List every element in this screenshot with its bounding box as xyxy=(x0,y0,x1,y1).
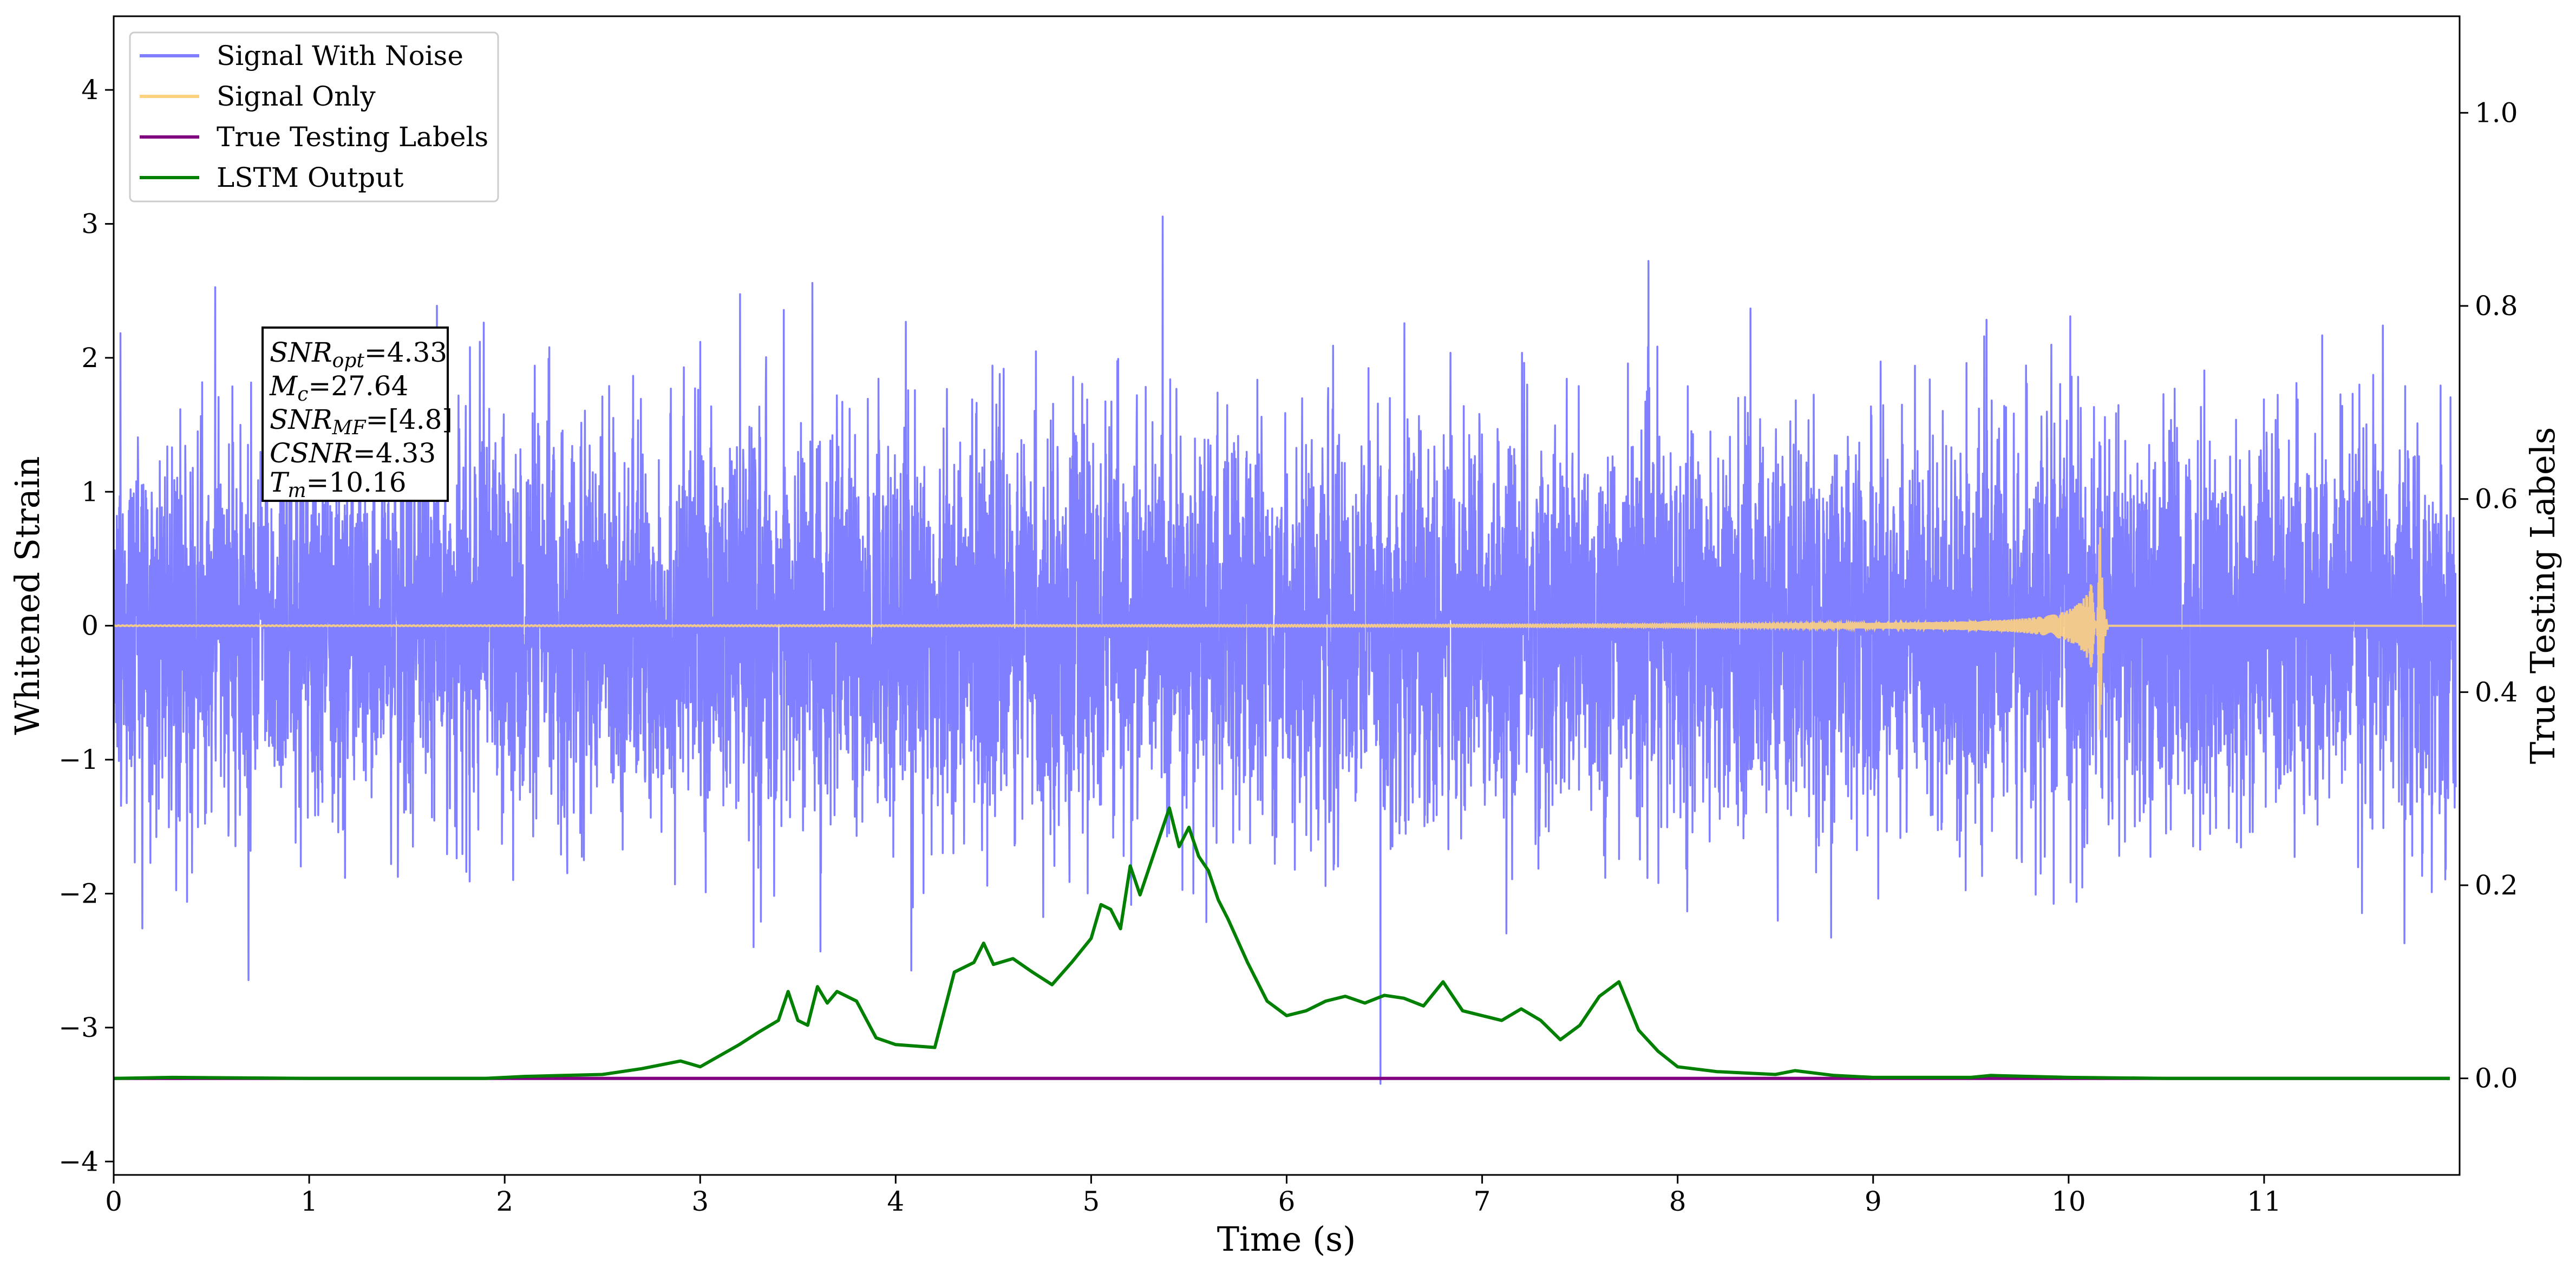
x-tick-label: 8 xyxy=(1669,1186,1686,1217)
legend-item-signal-only: Signal Only xyxy=(140,81,376,112)
y-axis-right-label: True Testing Labels xyxy=(2523,427,2562,765)
x-tick-label: 5 xyxy=(1083,1186,1100,1217)
y-right-tick-label: 0.8 xyxy=(2475,290,2518,322)
legend-item-true-testing-labels: True Testing Labels xyxy=(140,121,488,153)
x-tick-label: 9 xyxy=(1865,1186,1882,1217)
signal-line xyxy=(113,527,2456,730)
y-right-tick-label: 1.0 xyxy=(2475,97,2518,128)
legend-item-lstm-output: LSTM Output xyxy=(140,162,403,193)
legend: Signal With Noise Signal Only True Testi… xyxy=(129,31,499,202)
x-tick-label: 11 xyxy=(2247,1186,2281,1217)
y-left-tick-label: −3 xyxy=(58,1012,99,1043)
y-right-tick-label: 0.2 xyxy=(2475,870,2518,901)
series-signal-with-noise xyxy=(113,215,2457,1085)
x-tick-label: 1 xyxy=(300,1186,318,1217)
series-lstm-output xyxy=(113,806,2450,1080)
y-right-tick-label: 0.0 xyxy=(2475,1063,2518,1094)
y-right-tick-label: 0.6 xyxy=(2475,484,2518,515)
annotation-tm: Tm=10.16 xyxy=(270,467,407,502)
x-axis-label: Time (s) xyxy=(1217,1219,1356,1259)
y-left-tick-label: 2 xyxy=(81,342,99,374)
y-left-tick-label: −4 xyxy=(58,1146,99,1177)
series-signal-only xyxy=(113,527,2456,730)
y-axis-left-label: Whitened Strain xyxy=(8,456,47,735)
annotation-csnr: CSNR=4.33 xyxy=(270,437,436,469)
y-left-tick-label: −1 xyxy=(58,744,99,775)
snr-annotation-box: SNRopt=4.33 Mc=27.64 SNRMF=[4.8] CSNR=4.… xyxy=(261,326,453,502)
x-tick-label: 7 xyxy=(1474,1186,1491,1217)
annotation-snr-opt: SNRopt=4.33 xyxy=(270,337,447,372)
annotation-snr-mf: SNRMF=[4.8] xyxy=(270,404,453,439)
y-left-tick-label: 0 xyxy=(81,610,99,642)
x-tick-label: 3 xyxy=(691,1186,709,1217)
x-axis: 0 1 2 3 4 5 6 7 8 9 10 11 xyxy=(105,1175,2281,1217)
x-tick-label: 0 xyxy=(105,1186,122,1217)
x-tick-label: 2 xyxy=(496,1186,513,1217)
annotation-mc: Mc=27.64 xyxy=(269,370,408,406)
legend-box xyxy=(129,31,499,202)
legend-label: Signal Only xyxy=(217,81,376,112)
legend-item-signal-with-noise: Signal With Noise xyxy=(140,40,463,71)
legend-label: True Testing Labels xyxy=(217,121,488,153)
lstm-line xyxy=(113,806,2450,1080)
annotation-frame xyxy=(261,326,449,502)
y-axis-left: −4 −3 −2 −1 0 1 2 3 4 xyxy=(58,74,114,1177)
y-axis-right: 0.0 0.2 0.4 0.6 0.8 1.0 xyxy=(2460,97,2518,1094)
legend-label: LSTM Output xyxy=(217,162,403,193)
y-left-tick-label: 1 xyxy=(81,476,99,507)
y-left-tick-label: 3 xyxy=(81,208,99,239)
noise-line xyxy=(113,215,2457,1085)
y-left-tick-label: 4 xyxy=(81,74,99,106)
x-tick-label: 6 xyxy=(1278,1186,1296,1217)
x-tick-label: 4 xyxy=(887,1186,904,1217)
legend-label: Signal With Noise xyxy=(217,40,463,71)
y-right-tick-label: 0.4 xyxy=(2475,676,2518,708)
y-left-tick-label: −2 xyxy=(58,878,99,909)
x-tick-label: 10 xyxy=(2051,1186,2086,1217)
